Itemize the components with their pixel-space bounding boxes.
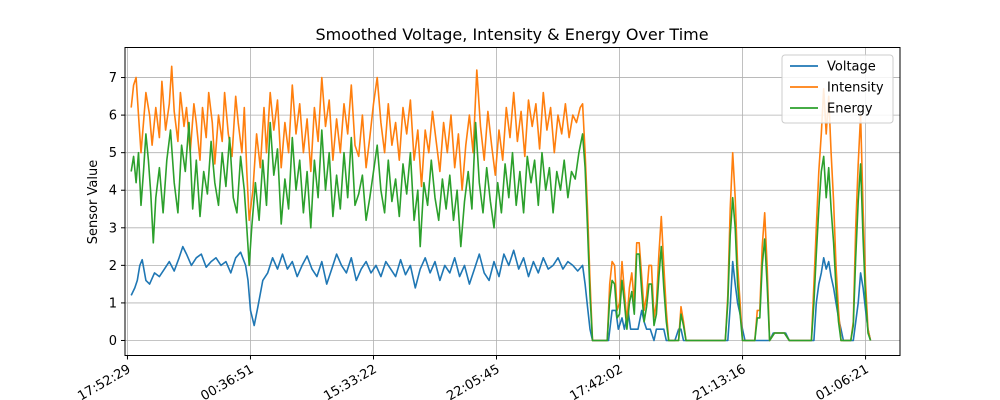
x-tick-label: 15:33:22 [321, 362, 379, 400]
x-tick-label: 22:05:45 [444, 362, 502, 400]
x-tick-label: 01:06:21 [813, 362, 871, 400]
y-tick-label: 0 [109, 334, 117, 349]
x-tick-label: 17:52:29 [75, 362, 133, 400]
legend-label-voltage: Voltage [827, 60, 876, 75]
series-lines [130, 65, 872, 342]
x-tick-label: 17:42:02 [567, 362, 625, 400]
x-tick-label: 00:36:51 [198, 362, 256, 400]
y-tick-label: 7 [109, 71, 117, 86]
plot-area [124, 47, 901, 356]
y-axis-label: Sensor Value [86, 160, 101, 244]
x-axis-ticks: 17:52:29 00:36:51 15:33:22 22:05:45 17:42:02… [75, 355, 872, 400]
series-line-energy [130, 121, 872, 342]
y-tick-label: 2 [109, 259, 117, 274]
chart-title: Smoothed Voltage, Intensity & Energy Ove… [315, 25, 708, 44]
legend-box [781, 54, 894, 124]
y-tick-label: 4 [109, 184, 117, 199]
y-tick-label: 5 [109, 146, 117, 161]
legend-label-intensity: Intensity [827, 81, 884, 96]
series-line-voltage [130, 245, 872, 342]
x-tick-label: 21:13:16 [690, 362, 748, 400]
y-axis-ticks: 0 1 2 3 4 5 6 7 [109, 71, 125, 349]
legend: Voltage Intensity Energy [781, 54, 894, 124]
y-tick-label: 6 [109, 109, 117, 124]
legend-label-energy: Energy [827, 102, 873, 117]
y-tick-label: 3 [109, 221, 117, 236]
y-tick-label: 1 [109, 296, 117, 311]
